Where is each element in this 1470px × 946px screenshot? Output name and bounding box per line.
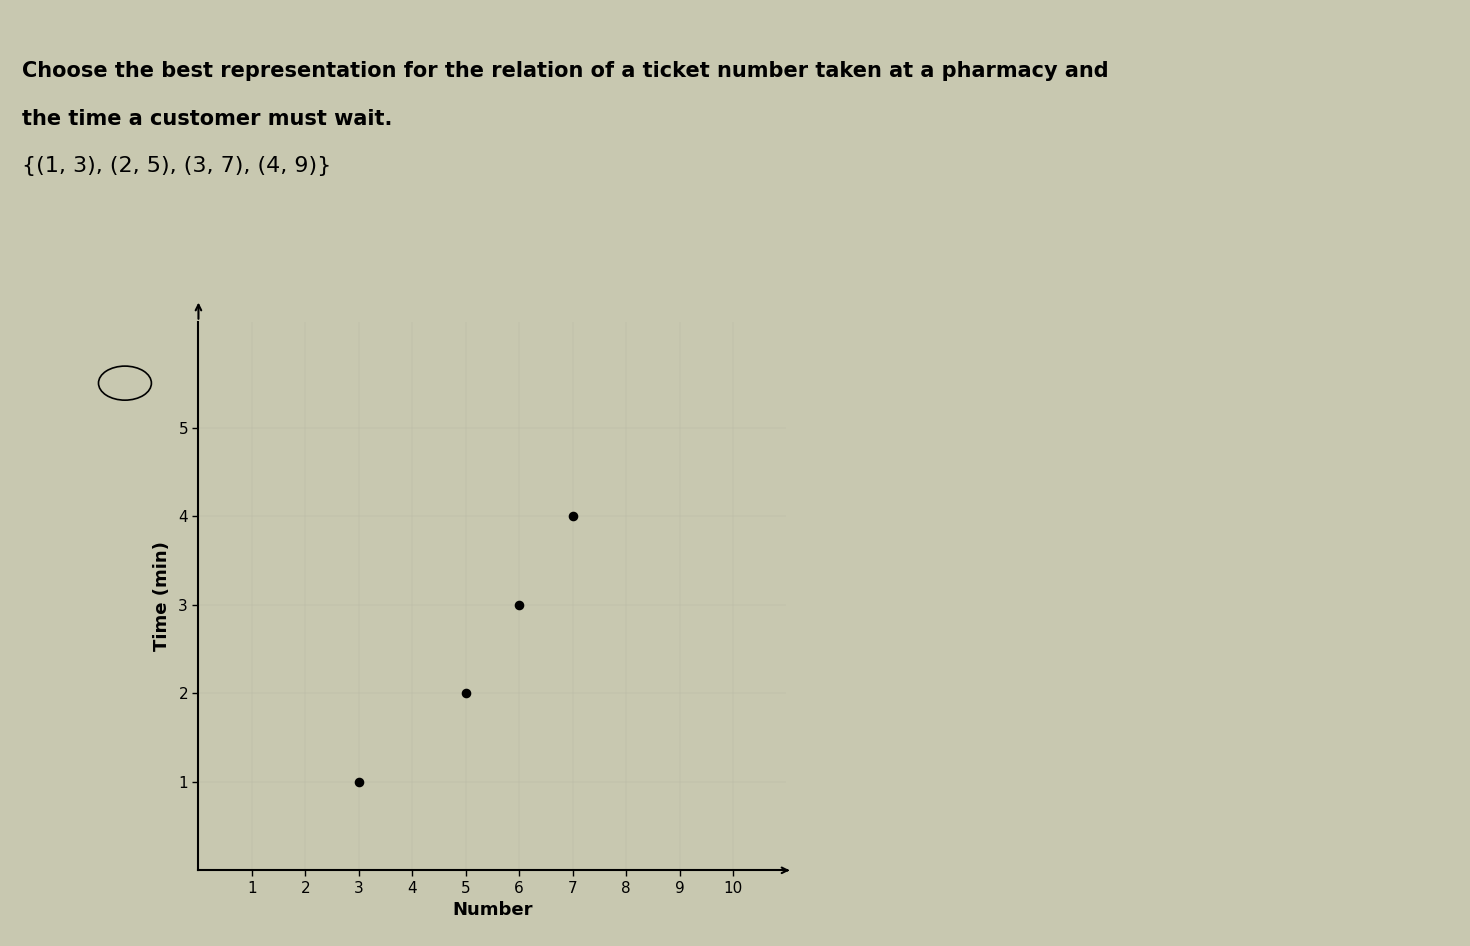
Text: Choose the best representation for the relation of a ticket number taken at a ph: Choose the best representation for the r…	[22, 61, 1108, 81]
Text: the time a customer must wait.: the time a customer must wait.	[22, 109, 392, 129]
Point	[454, 686, 478, 701]
Point	[507, 597, 531, 612]
Y-axis label: Time (min): Time (min)	[153, 541, 172, 651]
X-axis label: Number: Number	[453, 902, 532, 920]
Point	[347, 774, 370, 789]
Point	[562, 509, 585, 524]
Text: {(1, 3), (2, 5), (3, 7), (4, 9)}: {(1, 3), (2, 5), (3, 7), (4, 9)}	[22, 156, 331, 176]
